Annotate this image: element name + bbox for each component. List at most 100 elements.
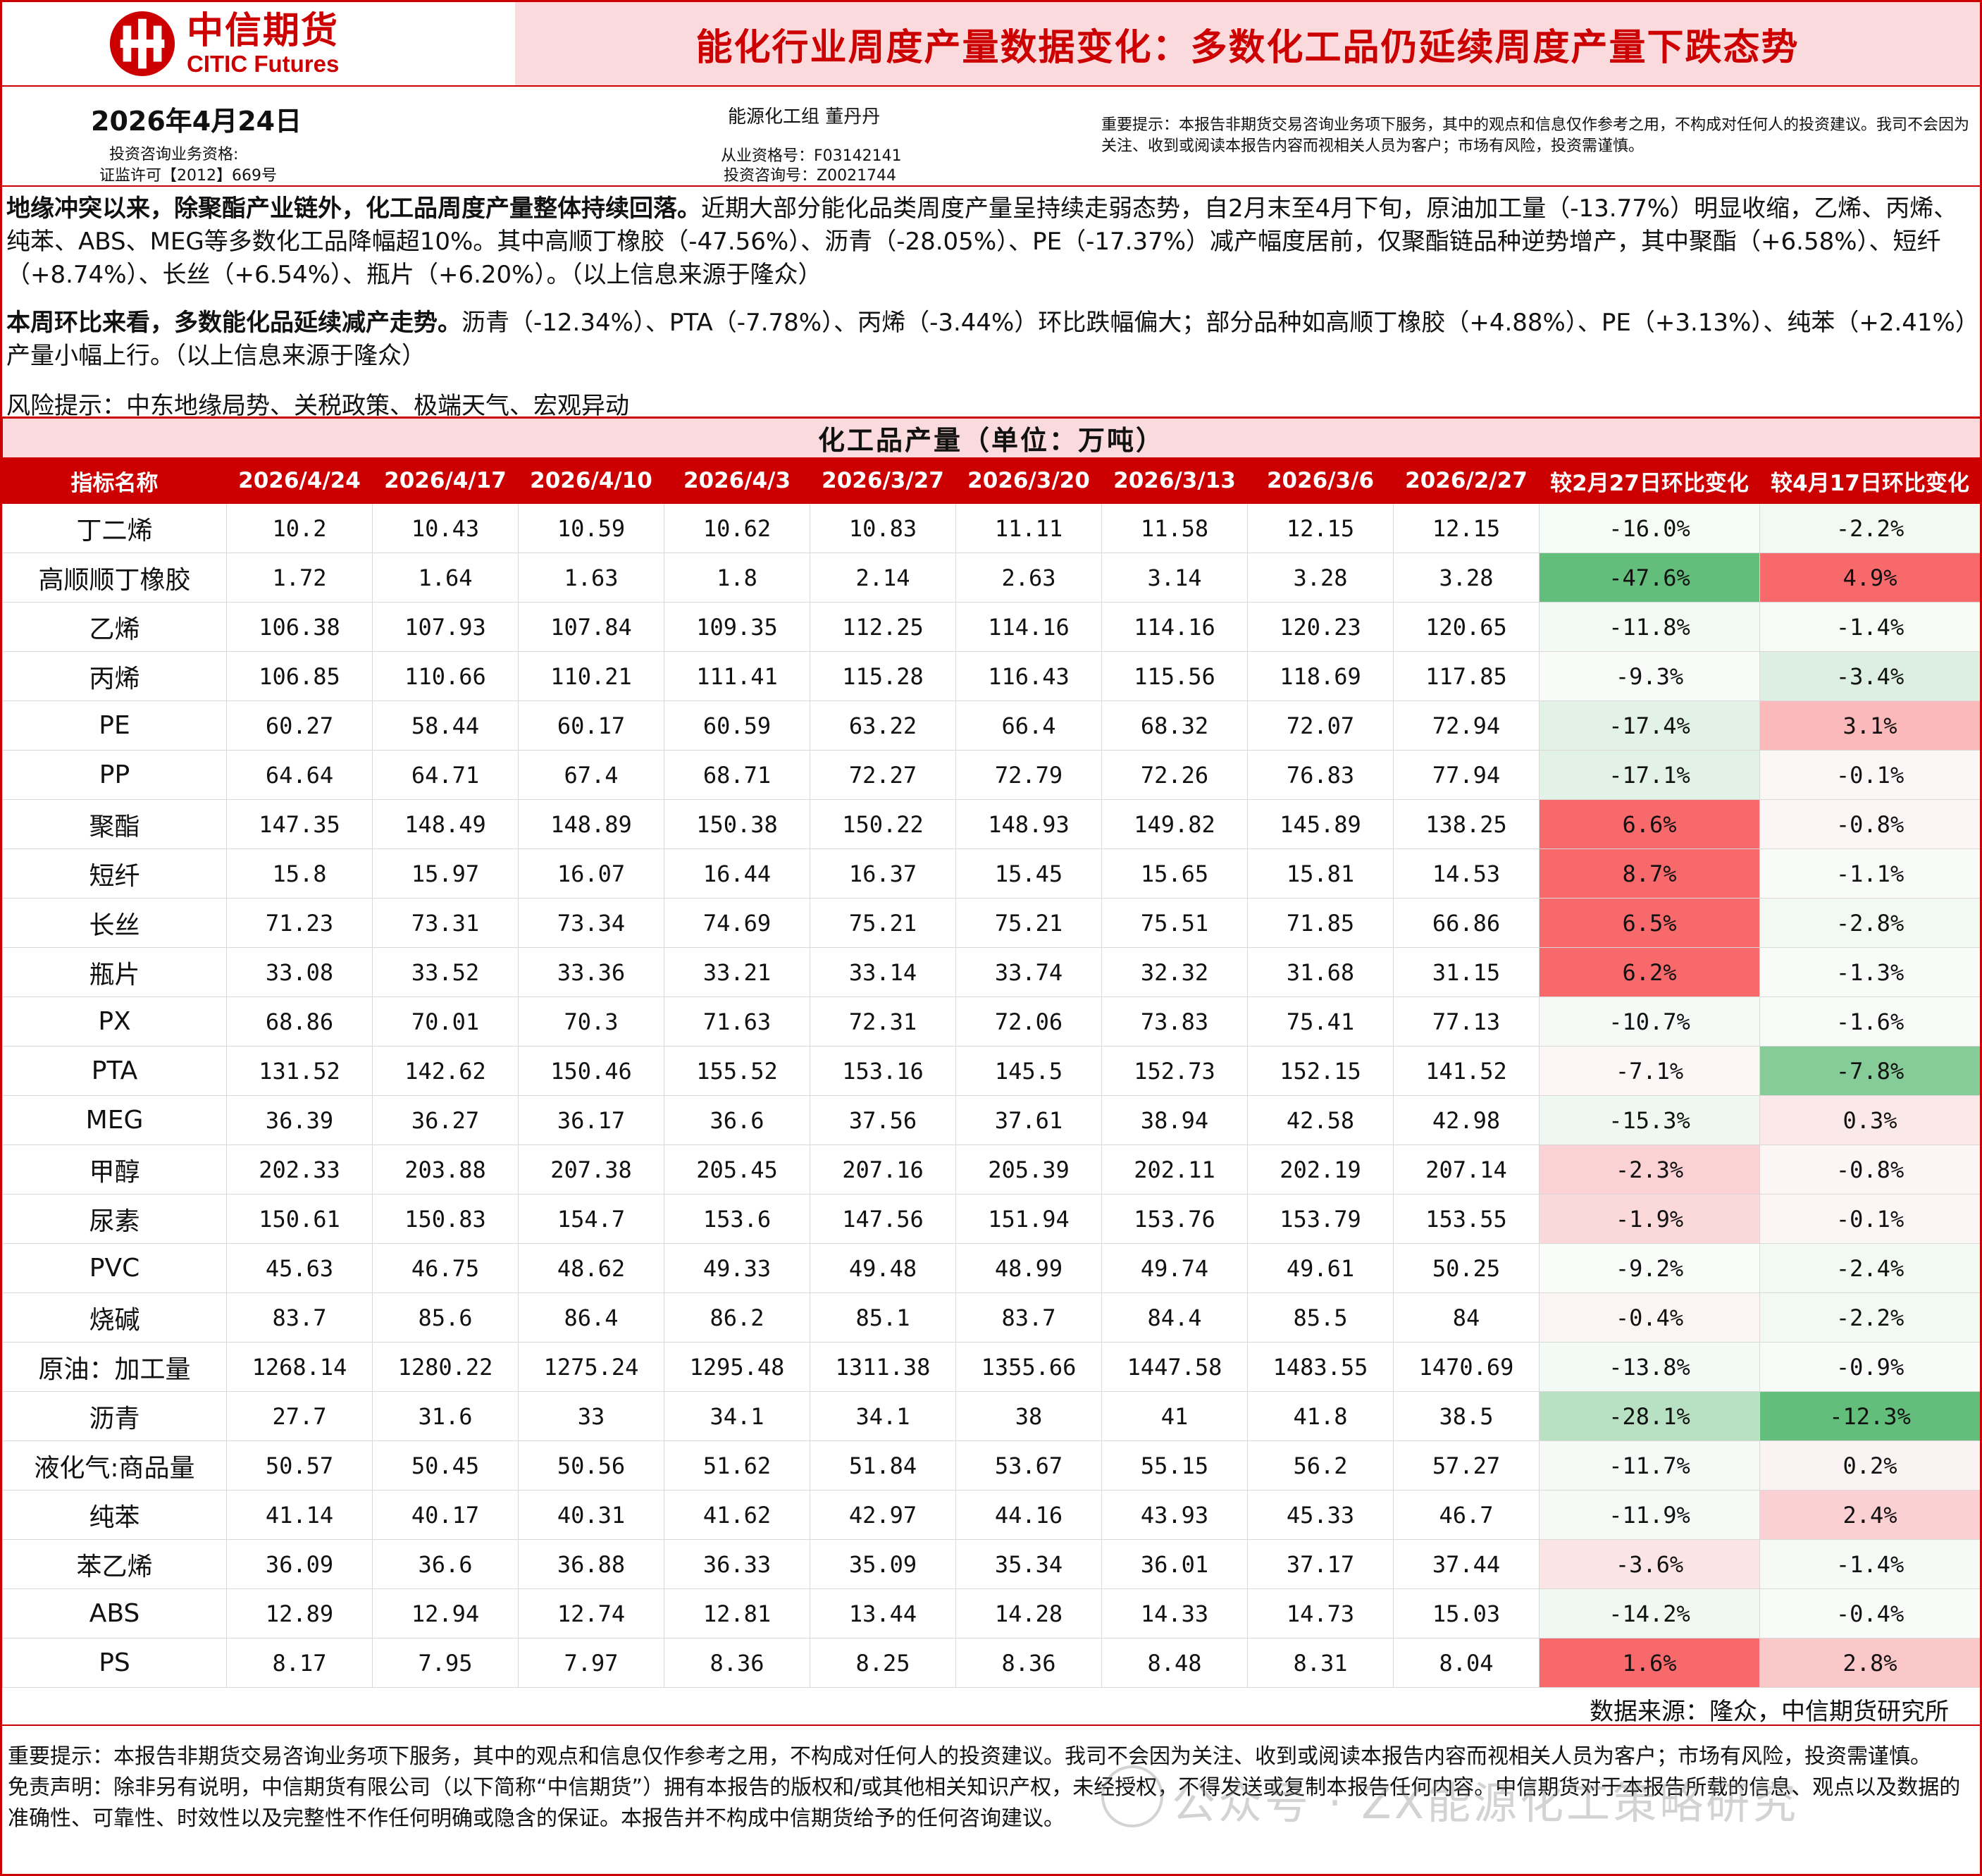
value-cell: 75.21: [810, 898, 956, 948]
indicator-name: 短纤: [2, 848, 227, 899]
value-cell: 12.74: [518, 1588, 664, 1639]
value-cell: 46.75: [372, 1243, 519, 1293]
value-cell: 73.34: [518, 898, 664, 948]
value-cell: 36.6: [664, 1095, 810, 1145]
value-cell: 77.94: [1393, 750, 1540, 800]
change-cell: -9.3%: [1539, 651, 1760, 701]
value-cell: 64.71: [372, 750, 519, 800]
summary-1-body: 近期大部分能化品类周度产量呈持续走弱态势，自2月末至4月下旬，原油加工量（-13…: [6, 195, 1958, 289]
table-row: 短纤 15.8 15.97 16.07 16.44 16.37 15.45 15.65 15.8…: [2, 848, 1980, 899]
change-cell: 6.5%: [1539, 898, 1760, 948]
value-cell: 36.09: [226, 1539, 373, 1589]
value-cell: 35.09: [810, 1539, 956, 1589]
value-cell: 14.33: [1101, 1588, 1248, 1639]
value-cell: 8.31: [1247, 1638, 1394, 1688]
value-cell: 1.64: [372, 553, 519, 603]
value-cell: 150.46: [518, 1046, 664, 1096]
value-cell: 64.64: [226, 750, 373, 800]
table-row: PS 8.17 7.95 7.97 8.36 8.25 8.36 8.48 8.31 8.04 1.…: [2, 1638, 1980, 1688]
change-cell: -0.8%: [1759, 799, 1980, 849]
value-cell: 41.62: [664, 1490, 810, 1540]
column-header: 2026/3/6: [1247, 457, 1394, 504]
value-cell: 203.88: [372, 1144, 519, 1195]
value-cell: 138.25: [1393, 799, 1540, 849]
value-cell: 83.7: [226, 1292, 373, 1343]
value-cell: 207.16: [810, 1144, 956, 1195]
value-cell: 8.36: [664, 1638, 810, 1688]
change-cell: -0.1%: [1759, 750, 1980, 800]
value-cell: 15.03: [1393, 1588, 1540, 1639]
value-cell: 49.61: [1247, 1243, 1394, 1293]
indicator-name: 长丝: [2, 898, 227, 948]
value-cell: 49.48: [810, 1243, 956, 1293]
value-cell: 49.74: [1101, 1243, 1248, 1293]
change-cell: -0.8%: [1759, 1144, 1980, 1195]
production-table: 化工品产量（单位：万吨） 指标名称 2026/4/24 2026/4/17 2026/…: [2, 418, 1980, 1688]
value-cell: 57.27: [1393, 1440, 1540, 1491]
value-cell: 15.45: [955, 848, 1102, 899]
value-cell: 41: [1101, 1391, 1248, 1441]
value-cell: 83.7: [955, 1292, 1102, 1343]
value-cell: 8.48: [1101, 1638, 1248, 1688]
table-row: 液化气:商品量 50.57 50.45 50.56 51.62 51.84 53.67 55.…: [2, 1440, 1980, 1491]
value-cell: 50.56: [518, 1440, 664, 1491]
value-cell: 150.22: [810, 799, 956, 849]
value-cell: 75.21: [955, 898, 1102, 948]
value-cell: 109.35: [664, 602, 810, 652]
value-cell: 44.16: [955, 1490, 1102, 1540]
value-cell: 37.56: [810, 1095, 956, 1145]
change-cell: -2.8%: [1759, 898, 1980, 948]
column-header: 2026/4/10: [518, 457, 664, 504]
value-cell: 112.25: [810, 602, 956, 652]
value-cell: 34.1: [810, 1391, 956, 1441]
column-header: 2026/3/13: [1101, 457, 1248, 504]
table-title: 化工品产量（单位：万吨）: [2, 418, 1980, 458]
change-cell: -10.7%: [1539, 996, 1760, 1047]
value-cell: 51.84: [810, 1440, 956, 1491]
change-cell: -3.6%: [1539, 1539, 1760, 1589]
indicator-name: PS: [2, 1638, 227, 1688]
value-cell: 150.83: [372, 1194, 519, 1244]
value-cell: 71.63: [664, 996, 810, 1047]
indicator-name: 苯乙烯: [2, 1539, 227, 1589]
value-cell: 147.56: [810, 1194, 956, 1244]
change-cell: -12.3%: [1759, 1391, 1980, 1441]
table-row: 丙烯 106.85 110.66 110.21 111.41 115.28 116.43 11…: [2, 651, 1980, 701]
indicator-name: 甲醇: [2, 1144, 227, 1195]
change-cell: -1.6%: [1759, 996, 1980, 1047]
value-cell: 110.21: [518, 651, 664, 701]
data-source: 数据来源：隆众，中信期货研究所: [2, 1688, 1980, 1726]
table-row: 沥青 27.7 31.6 33 34.1 34.1 38 41 41.8 38.5 -28.1% -1…: [2, 1391, 1980, 1441]
value-cell: 14.73: [1247, 1588, 1394, 1639]
value-cell: 48.62: [518, 1243, 664, 1293]
value-cell: 145.89: [1247, 799, 1394, 849]
value-cell: 13.44: [810, 1588, 956, 1639]
table-row: PP 64.64 64.71 67.4 68.71 72.27 72.79 72.26 76.8…: [2, 750, 1980, 800]
value-cell: 86.4: [518, 1292, 664, 1343]
logo: 中信期货 CITIC Futures: [2, 2, 515, 85]
value-cell: 76.83: [1247, 750, 1394, 800]
table-header-row: 指标名称 2026/4/24 2026/4/17 2026/4/10 2026/4/3 2…: [2, 457, 1980, 504]
value-cell: 31.15: [1393, 947, 1540, 997]
indicator-name: PX: [2, 996, 227, 1047]
value-cell: 11.11: [955, 503, 1102, 553]
table-row: 长丝 71.23 73.31 73.34 74.69 75.21 75.21 75.51 71.…: [2, 898, 1980, 948]
value-cell: 36.6: [372, 1539, 519, 1589]
value-cell: 148.93: [955, 799, 1102, 849]
value-cell: 155.52: [664, 1046, 810, 1096]
value-cell: 71.85: [1247, 898, 1394, 948]
value-cell: 84: [1393, 1292, 1540, 1343]
value-cell: 36.01: [1101, 1539, 1248, 1589]
risk-notice: 风险提示：中东地缘局势、关税政策、极端天气、宏观异动: [2, 384, 1980, 420]
column-header: 2026/3/20: [955, 457, 1102, 504]
change-cell: -9.2%: [1539, 1243, 1760, 1293]
value-cell: 36.39: [226, 1095, 373, 1145]
value-cell: 33: [518, 1391, 664, 1441]
table-row: 乙烯 106.38 107.93 107.84 109.35 112.25 114.16 11…: [2, 602, 1980, 652]
value-cell: 16.44: [664, 848, 810, 899]
value-cell: 154.7: [518, 1194, 664, 1244]
value-cell: 153.55: [1393, 1194, 1540, 1244]
value-cell: 202.11: [1101, 1144, 1248, 1195]
value-cell: 45.63: [226, 1243, 373, 1293]
value-cell: 36.27: [372, 1095, 519, 1145]
